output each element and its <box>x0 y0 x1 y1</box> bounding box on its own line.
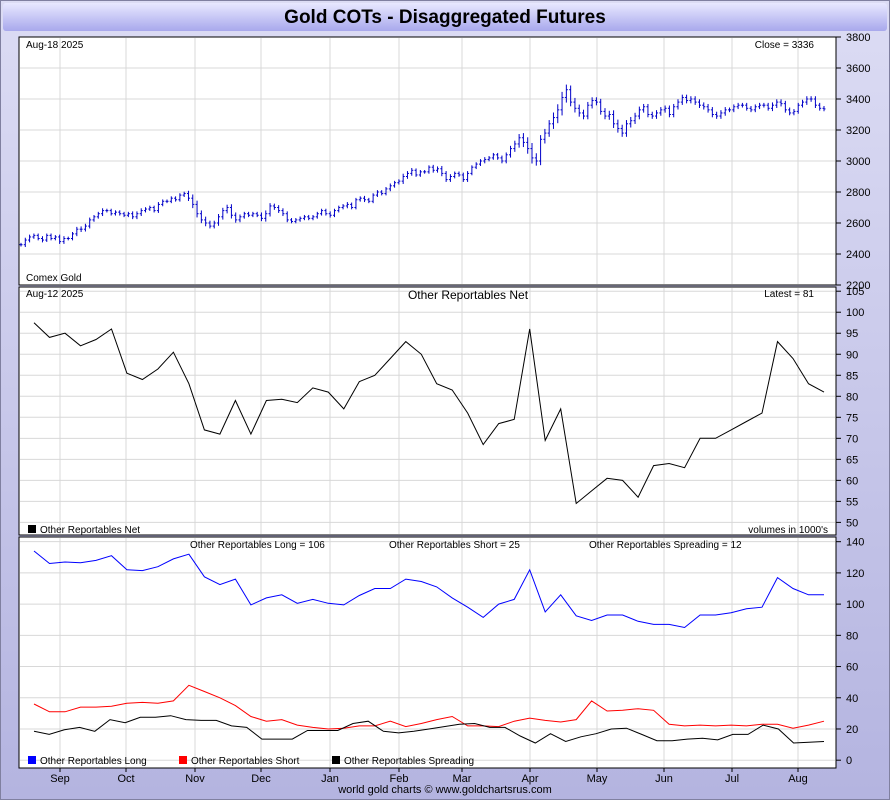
x-tick-label: Feb <box>390 773 409 785</box>
net-y-axis: 50 55 60 65 70 75 80 85 90 95 100 105 <box>836 286 864 529</box>
x-tick-label: Jun <box>655 773 673 785</box>
y-tick-label: 85 <box>846 370 858 382</box>
x-axis: Sep Oct Nov Dec Jan Feb Mar Apr May Jun Jul Aug <box>50 768 808 785</box>
positions-panel <box>18 536 837 769</box>
x-tick-label: Apr <box>521 773 538 785</box>
y-tick-label: 105 <box>846 286 864 298</box>
x-tick-label: May <box>587 773 608 785</box>
y-tick-label: 40 <box>846 693 858 705</box>
x-tick-label: Sep <box>50 773 70 785</box>
short-legend-swatch <box>179 756 187 764</box>
y-tick-label: 3600 <box>846 63 870 75</box>
y-tick-label: 75 <box>846 412 858 424</box>
y-tick-label: 2800 <box>846 187 870 199</box>
price-series-label: Comex Gold <box>26 273 82 284</box>
x-tick-label: Jan <box>321 773 339 785</box>
short-legend-label: Other Reportables Short <box>191 756 300 767</box>
y-tick-label: 95 <box>846 328 858 340</box>
footer-credit: world gold charts © www.goldchartsrus.co… <box>338 784 552 796</box>
long-legend-swatch <box>28 756 36 764</box>
y-tick-label: 90 <box>846 349 858 361</box>
y-tick-label: 3200 <box>846 125 870 137</box>
x-tick-label: Jul <box>725 773 739 785</box>
y-tick-label: 70 <box>846 433 858 445</box>
x-tick-label: Mar <box>453 773 472 785</box>
net-grid <box>20 288 835 534</box>
price-close-label: Close = 3336 <box>755 40 815 51</box>
price-y-axis: 2200 2400 2600 2800 3000 3200 3400 3600 3800 <box>836 32 870 292</box>
net-title: Other Reportables Net <box>408 288 529 302</box>
y-tick-label: 80 <box>846 391 858 403</box>
spreading-line <box>33 715 825 744</box>
positions-grid <box>20 538 835 767</box>
x-tick-label: Nov <box>185 773 205 785</box>
chart-title: Gold COTs - Disaggregated Futures <box>284 7 606 28</box>
positions-y-axis: 0 20 40 60 80 100 120 140 <box>836 537 864 767</box>
net-legend-label: Other Reportables Net <box>40 525 140 536</box>
y-tick-label: 100 <box>846 599 864 611</box>
net-legend-swatch <box>28 525 36 533</box>
net-panel <box>18 286 837 536</box>
y-tick-label: 3000 <box>846 156 870 168</box>
title-bar: Gold COTs - Disaggregated Futures <box>3 3 887 31</box>
y-tick-label: 60 <box>846 662 858 674</box>
price-bars <box>19 84 826 248</box>
long-legend-label: Other Reportables Long <box>40 756 147 767</box>
y-tick-label: 20 <box>846 724 858 736</box>
spreading-legend-label: Other Reportables Spreading <box>344 756 474 767</box>
y-tick-label: 100 <box>846 307 864 319</box>
x-tick-label: Oct <box>117 773 134 785</box>
x-tick-label: Aug <box>788 773 808 785</box>
x-tick-label: Dec <box>251 773 271 785</box>
y-tick-label: 55 <box>846 496 858 508</box>
y-tick-label: 2400 <box>846 249 870 261</box>
y-tick-label: 140 <box>846 537 864 549</box>
spreading-legend-swatch <box>332 756 340 764</box>
short-line <box>33 684 825 730</box>
short-header-label: Other Reportables Short = 25 <box>389 540 520 551</box>
volumes-note: volumes in 1000's <box>748 525 828 536</box>
price-grid <box>20 38 835 284</box>
y-tick-label: 2200 <box>846 280 870 292</box>
long-header-label: Other Reportables Long = 106 <box>190 540 325 551</box>
net-line <box>33 322 825 505</box>
y-tick-label: 3800 <box>846 32 870 44</box>
net-date-label: Aug-12 2025 <box>26 289 84 300</box>
y-tick-label: 0 <box>846 755 852 767</box>
price-date-label: Aug-18 2025 <box>26 40 84 51</box>
y-tick-label: 60 <box>846 475 858 487</box>
net-latest-label: Latest = 81 <box>764 289 814 300</box>
long-line <box>33 550 824 629</box>
y-tick-label: 65 <box>846 454 858 466</box>
y-tick-label: 3400 <box>846 94 870 106</box>
y-tick-label: 50 <box>846 517 858 529</box>
y-tick-label: 2600 <box>846 218 870 230</box>
spreading-header-label: Other Reportables Spreading = 12 <box>589 540 742 551</box>
y-tick-label: 80 <box>846 630 858 642</box>
y-tick-label: 120 <box>846 568 864 580</box>
